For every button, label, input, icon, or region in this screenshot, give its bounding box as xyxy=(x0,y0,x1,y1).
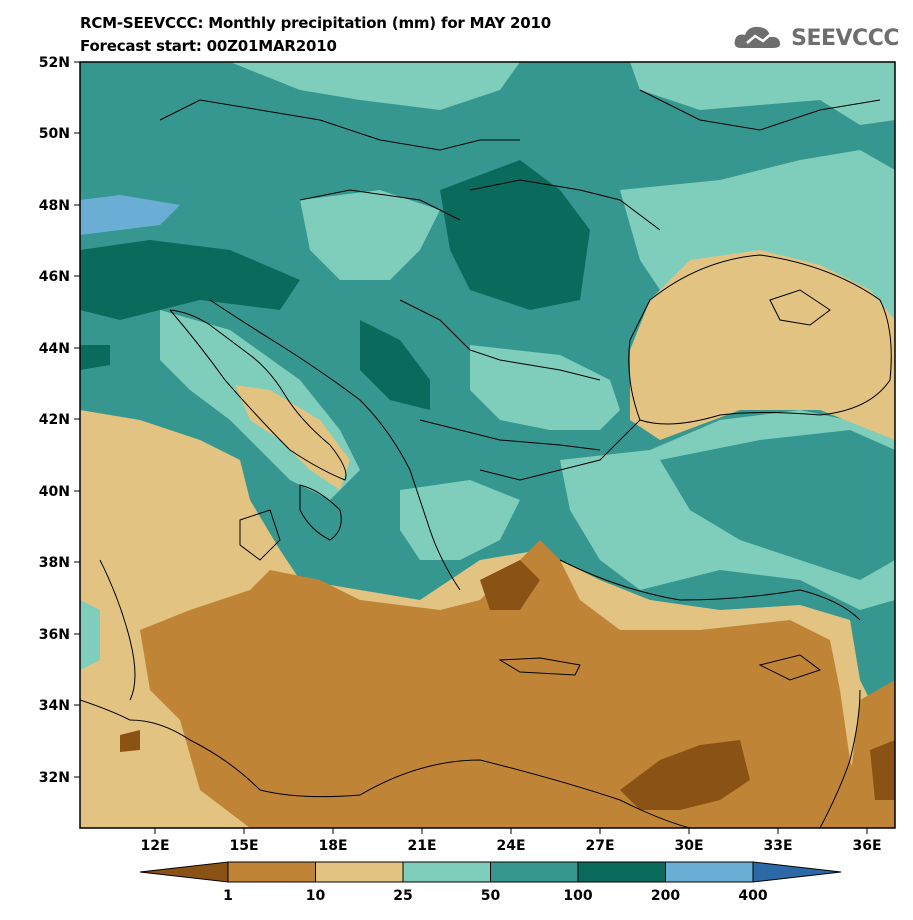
lat-label: 40N xyxy=(39,484,70,500)
logo-text: SEEVCCC xyxy=(791,25,899,51)
colorbar-segment xyxy=(490,861,579,883)
lon-label: 24E xyxy=(496,838,525,854)
coastlines-and-borders xyxy=(80,89,892,828)
lon-label: 12E xyxy=(140,838,169,854)
lat-label: 52N xyxy=(39,55,70,71)
lat-label: 36N xyxy=(39,627,70,643)
colorbar-label: 10 xyxy=(306,888,326,904)
colorbar-label: 100 xyxy=(563,888,592,904)
lat-axis: 52N 50N 48N 46N 44N 42N 40N 38N 36N 34N … xyxy=(39,55,80,786)
lat-label: 34N xyxy=(39,698,70,714)
colorbar-segment xyxy=(665,861,754,883)
lat-label: 38N xyxy=(39,555,70,571)
seevccc-logo: SEEVCCC xyxy=(733,24,899,52)
colorbar-label: 400 xyxy=(738,888,767,904)
lat-label: 42N xyxy=(39,412,70,428)
map-frame xyxy=(79,61,896,829)
colorbar-label: 200 xyxy=(651,888,680,904)
lon-label: 27E xyxy=(585,838,614,854)
colorbar-label: 1 xyxy=(223,888,233,904)
lat-label: 46N xyxy=(39,269,70,285)
colorbar-segment xyxy=(227,861,316,883)
precipitation-field xyxy=(80,62,895,828)
lon-label: 15E xyxy=(229,838,258,854)
colorbar-segment xyxy=(315,861,404,883)
map-subtitle: Forecast start: 00Z01MAR2010 xyxy=(80,37,337,55)
lon-label: 18E xyxy=(318,838,347,854)
map-title: RCM-SEEVCCC: Monthly precipitation (mm) … xyxy=(80,14,551,32)
lat-label: 48N xyxy=(39,198,70,214)
colorbar: 1 10 25 50 100 200 400 xyxy=(139,861,842,904)
colorbar-segment xyxy=(402,861,491,883)
colorbar-segment xyxy=(139,861,229,883)
lon-label: 21E xyxy=(407,838,436,854)
colorbar-segment xyxy=(752,861,842,883)
lat-label: 50N xyxy=(39,126,70,142)
lat-label: 44N xyxy=(39,341,70,357)
lat-label: 32N xyxy=(39,770,70,786)
colorbar-label: 50 xyxy=(481,888,501,904)
colorbar-segment xyxy=(577,861,666,883)
lon-label: 36E xyxy=(852,838,881,854)
lon-axis: 12E 15E 18E 21E 24E 27E 30E 33E 36E xyxy=(140,828,882,854)
lon-label: 30E xyxy=(674,838,703,854)
colorbar-label: 25 xyxy=(393,888,412,904)
cloud-icon xyxy=(734,26,781,48)
lon-label: 33E xyxy=(763,838,792,854)
